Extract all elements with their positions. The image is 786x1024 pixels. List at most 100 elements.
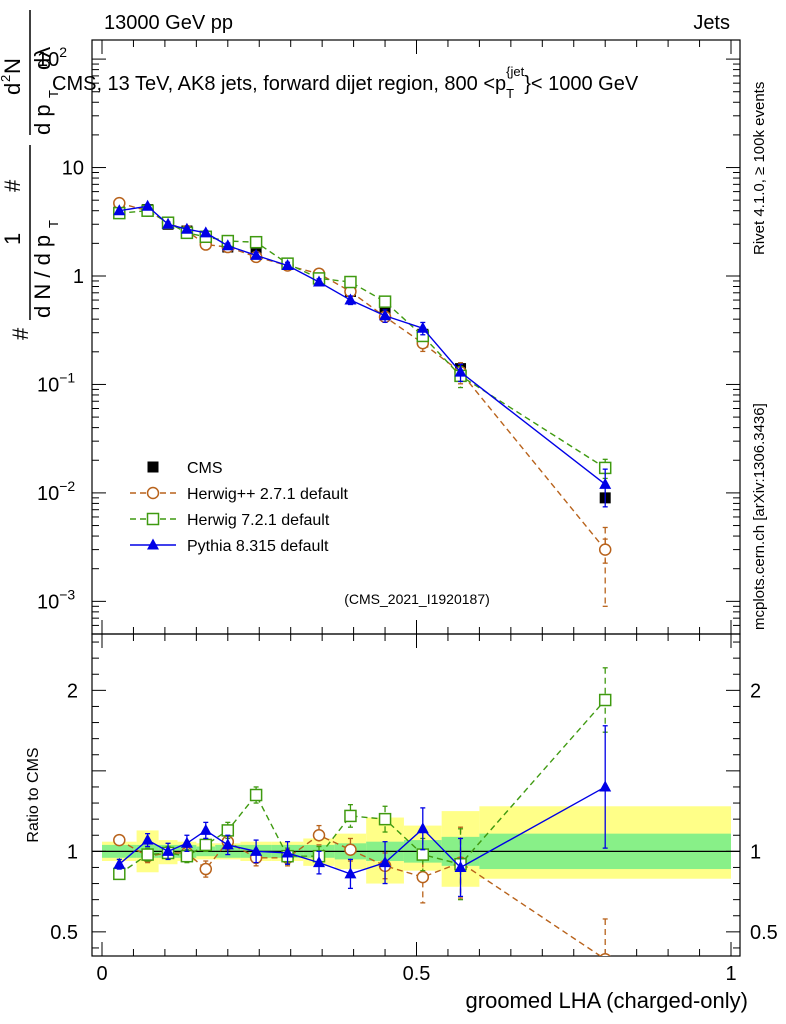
legend-marker xyxy=(147,538,159,550)
main-series-point xyxy=(249,235,263,249)
ratio-series-point xyxy=(416,848,430,861)
plot-title-tail: }< 1000 GeV xyxy=(524,73,639,95)
main-series-line xyxy=(119,202,606,551)
ylabel-sub-t2: T xyxy=(46,90,61,98)
ratio-series-point xyxy=(378,812,392,826)
ratio-series-point xyxy=(199,838,213,852)
main-series-line xyxy=(119,209,606,469)
main-series-point xyxy=(250,248,263,260)
plot-title-main: CMS, 13 TeV, AK8 jets, forward dijet reg… xyxy=(52,73,506,95)
legend-label: Herwig++ 2.7.1 default xyxy=(187,486,349,503)
main-series-point xyxy=(599,477,612,489)
mcplots-side-label: mcplots.cern.ch [arXiv:1306.3436] xyxy=(751,403,768,630)
ratio-series-point xyxy=(199,823,212,835)
y-main-tick-label: 102 xyxy=(37,44,67,71)
main-series-point xyxy=(379,309,392,321)
main-series-point xyxy=(344,293,357,305)
y-ratio-tick-label: 1 xyxy=(67,841,78,863)
y-ratio-tick-label-right: 2 xyxy=(750,680,761,702)
main-series-point xyxy=(378,295,392,308)
y-main-tick-label: 10−3 xyxy=(37,586,75,613)
y-main-tick-label: 10 xyxy=(62,158,84,180)
legend-label: Herwig 7.2.1 default xyxy=(187,512,330,529)
ylabel-dlambda: dλ xyxy=(30,47,55,70)
ratio-series-point xyxy=(598,693,612,707)
ratio-panel-frame xyxy=(91,633,741,957)
main-series xyxy=(113,196,612,607)
x-tick-label: 0 xyxy=(96,963,107,985)
main-ylabel-text: 1/N dN/dλ (normalised) xyxy=(47,329,49,340)
main-series-point xyxy=(344,275,357,289)
main-series-point xyxy=(113,204,126,216)
x-tick-label: 0.5 xyxy=(403,963,431,985)
ratio-series-point xyxy=(199,862,213,876)
ratio-series-point xyxy=(113,833,126,847)
ratio-series-point xyxy=(180,836,193,848)
ratio-series-point xyxy=(599,952,611,956)
ratio-series-point xyxy=(180,849,194,863)
ratio-series-point xyxy=(454,860,467,872)
y-ratio-tick-label: 2 xyxy=(67,680,78,702)
y-ratio-tick-label-right: 0.5 xyxy=(750,922,778,944)
process-label: Jets xyxy=(693,12,730,34)
ylabel-d2n-sup: 2 xyxy=(0,75,13,82)
main-series-point xyxy=(180,222,193,234)
y-main-tick-label: 1 xyxy=(73,266,84,288)
legend-cms-label: CMS xyxy=(187,460,223,477)
plot-title-sub: T xyxy=(506,86,514,101)
ylabel-n: N xyxy=(0,58,25,74)
ratio-series xyxy=(113,667,612,956)
ratio-series-point xyxy=(162,844,175,856)
main-series-point xyxy=(454,365,467,377)
ratio-series-point xyxy=(281,846,294,858)
ratio-series-point xyxy=(249,788,263,802)
ratio-series-point xyxy=(113,857,126,869)
ratio-series-point xyxy=(379,856,392,868)
ylabel-dpt: d p xyxy=(30,104,55,135)
main-series-point xyxy=(221,239,234,251)
ratio-series-point xyxy=(141,833,154,845)
legend-marker xyxy=(146,512,160,526)
legend-cms-marker xyxy=(147,461,159,473)
y-ratio-tick-label-right: 1 xyxy=(750,841,761,863)
ratio-series-point xyxy=(141,848,154,861)
analysis-id: (CMS_2021_I1920187) xyxy=(344,591,490,607)
ratio-ylabel: Ratio to CMS xyxy=(25,747,42,842)
energy-label: 13000 GeV pp xyxy=(104,12,233,34)
ratio-series-point xyxy=(344,809,357,823)
ylabel-sub-t1: T xyxy=(46,220,61,228)
axis-ticks: 0 0.5 1 102 10 1 10−1 10−2 10−3 2 2 1 1 0.5 0.5 xyxy=(37,40,778,985)
ratio-series-point xyxy=(250,844,263,856)
main-series-line xyxy=(119,205,606,485)
legend-label: Pythia 8.315 default xyxy=(187,538,329,555)
ratio-series-line xyxy=(118,834,602,956)
plot-title: CMS, 13 TeV, AK8 jets, forward dijet reg… xyxy=(52,64,639,101)
x-tick-label: 1 xyxy=(725,963,736,985)
ratio-series-point xyxy=(344,843,357,856)
rivet-side-label: Rivet 4.1.0, ≥ 100k events xyxy=(751,82,768,255)
ratio-series-point xyxy=(313,856,326,868)
ratio-series-point xyxy=(221,824,235,837)
plot-title-sup: {jet xyxy=(506,64,524,79)
ylabel-hash-1: # xyxy=(8,327,33,340)
ratio-series-point xyxy=(312,829,326,842)
main-series-point xyxy=(416,321,429,333)
ylabel-d2n: d xyxy=(0,83,25,95)
main-series-point xyxy=(199,226,212,238)
ratio-series-point xyxy=(416,870,430,884)
main-series-point xyxy=(313,275,326,287)
ratio-series-line xyxy=(118,699,606,875)
ylabel-hash-2: # xyxy=(0,179,25,192)
legend: CMS Herwig++ 2.7.1 default Herwig 7.2.1 de… xyxy=(130,460,349,555)
main-series-point xyxy=(598,543,612,556)
ylabel-one: 1 xyxy=(0,233,25,245)
ratio-series-point xyxy=(344,867,357,879)
ratio-series-line xyxy=(118,786,606,875)
y-main-tick-label: 10−1 xyxy=(37,369,75,396)
legend-marker xyxy=(146,486,160,500)
ratio-series-point xyxy=(113,867,126,881)
ratio-series-point xyxy=(416,822,429,834)
x-axis-label: groomed LHA (charged-only) xyxy=(466,988,748,1013)
main-series-point xyxy=(281,258,294,270)
